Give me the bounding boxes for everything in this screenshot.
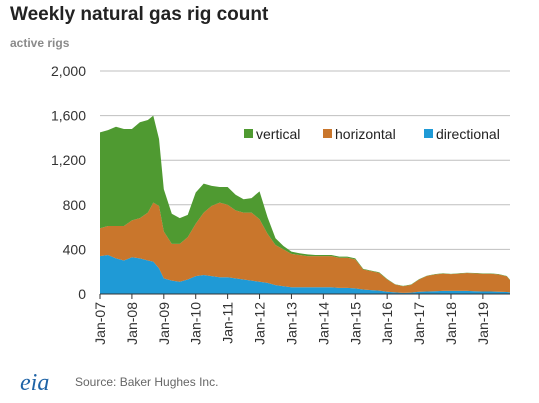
legend-label-directional: directional — [436, 126, 500, 142]
x-tick-label: Jan-07 — [92, 302, 108, 345]
legend: vertical horizontal directional — [244, 126, 500, 142]
legend-label-vertical: vertical — [256, 126, 300, 142]
legend-swatch-vertical — [244, 129, 253, 138]
x-axis: Jan-07 Jan-08 Jan-09 Jan-10 Jan-11 Jan-12 Jan-… — [92, 293, 510, 345]
x-tick-label: Jan-16 — [379, 302, 395, 345]
stacked-areas — [100, 115, 510, 294]
x-tick-label: Jan-09 — [156, 302, 172, 345]
x-tick-label: Jan-18 — [443, 302, 459, 345]
eia-logo: eia — [20, 370, 50, 396]
x-tick-label: Jan-12 — [252, 302, 268, 345]
y-tick-label: 0 — [78, 286, 86, 302]
chart-title: Weekly natural gas rig count — [10, 4, 269, 25]
x-tick-label: Jan-13 — [283, 302, 299, 345]
area-vertical — [100, 115, 510, 287]
y-tick-label: 400 — [63, 241, 87, 257]
x-tick-label: Jan-15 — [347, 302, 363, 345]
x-tick-label: Jan-08 — [124, 302, 140, 345]
y-axis-unit-label: active rigs — [10, 36, 70, 50]
x-tick-label: Jan-17 — [411, 302, 427, 345]
y-tick-label: 800 — [63, 197, 87, 213]
area-horizontal — [100, 202, 510, 293]
legend-label-horizontal: horizontal — [335, 126, 396, 142]
y-axis: 0 400 800 1,200 1,600 2,000 — [51, 63, 86, 302]
area-directional — [100, 254, 510, 294]
x-tick-label: Jan-11 — [220, 302, 236, 344]
legend-swatch-horizontal — [323, 129, 332, 138]
x-tick-label: Jan-19 — [475, 302, 491, 345]
x-tick-label: Jan-10 — [188, 302, 204, 345]
y-tick-label: 1,600 — [51, 108, 86, 124]
legend-swatch-directional — [424, 129, 433, 138]
x-tick-label: Jan-14 — [315, 302, 331, 345]
y-tick-label: 2,000 — [51, 63, 86, 79]
y-tick-label: 1,200 — [51, 152, 86, 168]
source-note: Source: Baker Hughes Inc. — [75, 375, 219, 389]
